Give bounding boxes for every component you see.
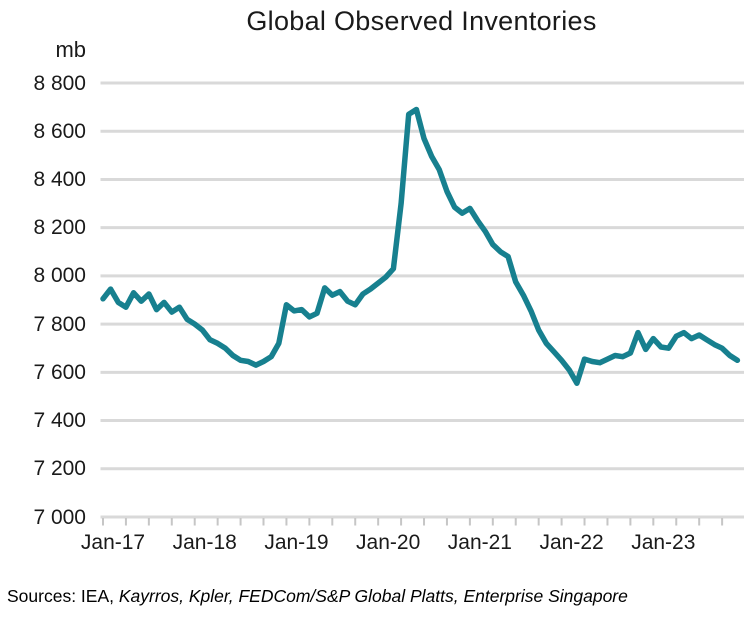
- sources-note: Sources: IEA, Kayrros, Kpler, FEDCom/S&P…: [7, 586, 751, 607]
- y-axis-label: 7 800: [33, 312, 86, 336]
- gridlines: [100, 81, 744, 519]
- y-axis-label: 7 000: [33, 505, 86, 529]
- y-axis-label: 8 200: [33, 216, 86, 240]
- y-axis-label: 8 800: [33, 71, 86, 95]
- y-axis-label: 8 000: [33, 264, 86, 288]
- x-axis-label: Jan-23: [631, 531, 696, 554]
- y-axis-label: 8 600: [33, 119, 86, 143]
- x-axis-label: Jan-19: [264, 531, 329, 554]
- sources-prefix: Sources: IEA,: [7, 586, 119, 606]
- y-axis-label: 7 600: [33, 360, 86, 384]
- x-axis-ticks: [102, 518, 724, 526]
- y-axis-unit-label: mb: [55, 37, 86, 62]
- x-axis-label: Jan-22: [539, 531, 604, 554]
- x-axis-label: Jan-20: [356, 531, 421, 554]
- y-axis-label: 7 200: [33, 457, 86, 481]
- y-axis-label: 8 400: [33, 167, 86, 191]
- x-axis-label: Jan-17: [80, 531, 146, 554]
- inventory-series-line: [100, 106, 741, 386]
- chart-title: Global Observed Inventories: [246, 6, 597, 36]
- sources-list: Kayrros, Kpler, FEDCom/S&P Global Platts…: [118, 586, 628, 606]
- x-axis-label: Jan-21: [447, 531, 512, 554]
- y-axis-label: 7 400: [33, 409, 86, 433]
- x-axis-label: Jan-18: [172, 531, 237, 554]
